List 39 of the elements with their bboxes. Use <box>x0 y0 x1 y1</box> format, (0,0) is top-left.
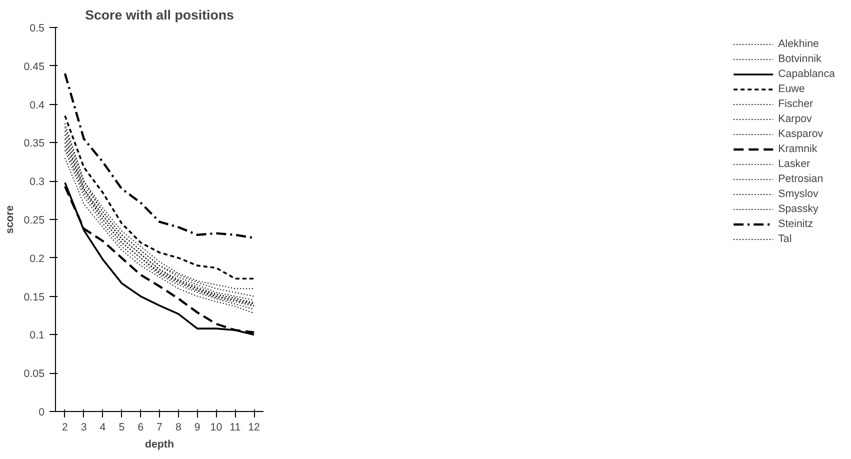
y-tick-label: 0.2 <box>30 252 45 265</box>
y-tick-label: 0.1 <box>30 330 45 342</box>
y-axis-title: score <box>4 205 16 234</box>
legend-label: Euwe <box>778 82 805 96</box>
x-tick-label: 5 <box>118 422 125 434</box>
y-tick-label: 0.25 <box>24 214 45 226</box>
legend-label: Kramnik <box>778 142 818 156</box>
legend-label: Lasker <box>778 157 810 171</box>
x-tick-label: 11 <box>230 422 241 434</box>
y-tick-label: 0 <box>38 406 45 418</box>
legend-label: Kasparov <box>778 127 824 141</box>
x-tick-label: 8 <box>175 422 182 434</box>
x-tick-label: 6 <box>138 422 144 434</box>
legend-label: Spassky <box>778 202 818 216</box>
y-tick-label: 0.4 <box>30 99 45 112</box>
x-tick-label: 7 <box>156 422 163 434</box>
y-tick-label: 0.3 <box>30 176 45 188</box>
legend-label: Botvinnik <box>778 52 822 66</box>
legend-label: Fischer <box>778 97 814 111</box>
chart-title: Score with all positions <box>85 8 234 22</box>
legend-label: Tal <box>778 232 793 246</box>
x-tick-label: 3 <box>80 422 87 434</box>
x-tick-label: 9 <box>194 422 200 434</box>
legend-label: Smyslov <box>778 187 818 201</box>
legend-label: Petrosian <box>778 172 824 186</box>
y-tick-label: 0.35 <box>24 138 45 150</box>
x-tick-label: 2 <box>62 422 68 434</box>
y-tick-label: 0.45 <box>24 60 45 73</box>
legend-label: Alekhine <box>778 37 819 51</box>
legend-label: Capablanca <box>778 67 835 81</box>
y-tick-label: 0.05 <box>24 368 45 380</box>
x-tick-label: 12 <box>248 422 260 434</box>
x-tick-label: 4 <box>100 422 106 434</box>
x-axis-title: depth <box>145 438 174 450</box>
x-tick-label: 10 <box>210 422 222 434</box>
legend-label: Karpov <box>778 112 812 126</box>
y-tick-label: 0.5 <box>30 22 45 34</box>
y-tick-label: 0.15 <box>24 291 45 304</box>
legend-label: Steinitz <box>778 217 814 231</box>
